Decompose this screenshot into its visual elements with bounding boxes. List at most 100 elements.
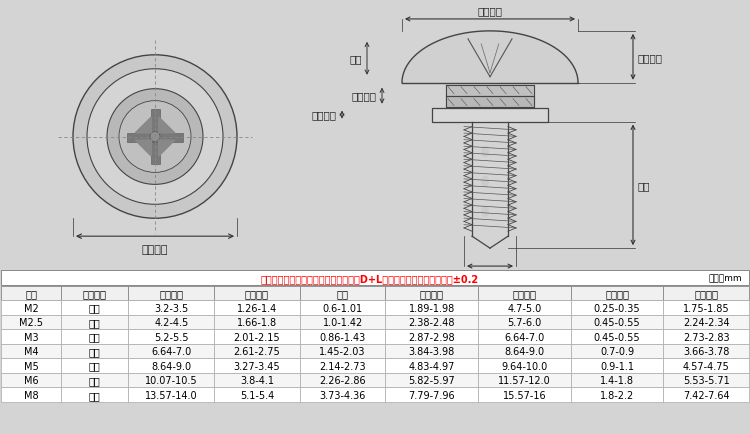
- Text: 3.73-4.36: 3.73-4.36: [320, 390, 366, 400]
- Bar: [571, 315, 663, 329]
- Bar: [128, 388, 214, 402]
- Circle shape: [73, 56, 237, 219]
- Bar: [478, 286, 571, 301]
- Text: 6.64-7.0: 6.64-7.0: [504, 332, 544, 342]
- Bar: [663, 344, 749, 358]
- Text: 0.9-1.1: 0.9-1.1: [600, 361, 634, 371]
- Text: 3.8-4.1: 3.8-4.1: [240, 375, 274, 385]
- Text: 洗白: 洗白: [89, 375, 101, 385]
- Polygon shape: [158, 118, 175, 134]
- Bar: [300, 286, 386, 301]
- Text: 3.27-3.45: 3.27-3.45: [233, 361, 280, 371]
- Text: 平垫厚度: 平垫厚度: [312, 110, 337, 120]
- Text: 9.64-10.0: 9.64-10.0: [501, 361, 548, 371]
- Bar: [128, 286, 214, 301]
- Polygon shape: [135, 118, 152, 134]
- Bar: [214, 344, 300, 358]
- Bar: [128, 301, 214, 315]
- Bar: [478, 358, 571, 373]
- Polygon shape: [158, 141, 175, 157]
- Text: 头部厚度: 头部厚度: [638, 53, 663, 62]
- Text: 11.57-12.0: 11.57-12.0: [498, 375, 550, 385]
- Text: M2.5: M2.5: [19, 317, 43, 327]
- Bar: [571, 329, 663, 344]
- Bar: [432, 108, 548, 122]
- Text: 8.64-9.0: 8.64-9.0: [152, 361, 191, 371]
- Bar: [1, 358, 62, 373]
- Bar: [663, 373, 749, 388]
- Bar: [478, 315, 571, 329]
- Circle shape: [87, 69, 223, 205]
- Text: 头部直径: 头部直径: [478, 6, 502, 16]
- Text: 5.7-6.0: 5.7-6.0: [507, 317, 542, 327]
- Text: 2.24-2.34: 2.24-2.34: [682, 317, 730, 327]
- Text: 表面处理: 表面处理: [82, 288, 106, 298]
- Circle shape: [150, 132, 160, 142]
- Bar: [1, 344, 62, 358]
- Text: 单位：mm: 单位：mm: [708, 273, 742, 283]
- Text: 1.66-1.8: 1.66-1.8: [237, 317, 277, 327]
- Bar: [478, 373, 571, 388]
- Polygon shape: [446, 96, 534, 107]
- Bar: [62, 286, 128, 301]
- Bar: [663, 315, 749, 329]
- Text: 洗白: 洗白: [89, 303, 101, 313]
- Bar: [62, 315, 128, 329]
- Bar: [386, 358, 478, 373]
- Bar: [663, 286, 749, 301]
- Text: 5.1-5.4: 5.1-5.4: [240, 390, 274, 400]
- Text: 1.75-1.85: 1.75-1.85: [682, 303, 730, 313]
- Text: 平垫外径: 平垫外径: [512, 288, 536, 298]
- Text: 平垫内经: 平垫内经: [694, 288, 718, 298]
- Bar: [62, 344, 128, 358]
- Bar: [214, 329, 300, 344]
- Polygon shape: [446, 85, 534, 96]
- Text: 洗白: 洗白: [89, 332, 101, 342]
- Text: 0.25-0.35: 0.25-0.35: [594, 303, 640, 313]
- Text: 6.64-7.0: 6.64-7.0: [151, 346, 191, 356]
- Text: 4.7-5.0: 4.7-5.0: [507, 303, 542, 313]
- Bar: [571, 388, 663, 402]
- Ellipse shape: [481, 176, 489, 188]
- Text: 2.26-2.86: 2.26-2.86: [320, 375, 366, 385]
- Text: 2.14-2.73: 2.14-2.73: [320, 361, 366, 371]
- Bar: [300, 315, 386, 329]
- Text: 弹垫厚度: 弹垫厚度: [352, 92, 377, 102]
- Bar: [214, 315, 300, 329]
- Text: 13.57-14.0: 13.57-14.0: [145, 390, 197, 400]
- Text: 1.0-1.42: 1.0-1.42: [322, 317, 363, 327]
- Bar: [214, 301, 300, 315]
- Text: 2.61-2.75: 2.61-2.75: [233, 346, 280, 356]
- Text: 洗白: 洗白: [89, 361, 101, 371]
- Bar: [571, 344, 663, 358]
- Ellipse shape: [481, 146, 489, 158]
- Text: 4.57-4.75: 4.57-4.75: [682, 361, 730, 371]
- Text: 1.26-1.4: 1.26-1.4: [237, 303, 277, 313]
- Bar: [214, 286, 300, 301]
- Bar: [1, 329, 62, 344]
- Text: 长度: 长度: [638, 181, 650, 191]
- Text: 7.79-7.96: 7.79-7.96: [409, 390, 455, 400]
- Text: 3.84-3.98: 3.84-3.98: [409, 346, 454, 356]
- Polygon shape: [135, 141, 152, 157]
- Text: 3.66-3.78: 3.66-3.78: [683, 346, 729, 356]
- Text: 8.64-9.0: 8.64-9.0: [504, 346, 544, 356]
- Text: 2.38-2.48: 2.38-2.48: [409, 317, 455, 327]
- Bar: [1, 286, 62, 301]
- Bar: [571, 286, 663, 301]
- Bar: [386, 301, 478, 315]
- Bar: [478, 388, 571, 402]
- Bar: [478, 329, 571, 344]
- Bar: [62, 388, 128, 402]
- Bar: [128, 329, 214, 344]
- Text: 10.07-10.5: 10.07-10.5: [145, 375, 197, 385]
- Text: 0.7-0.9: 0.7-0.9: [600, 346, 634, 356]
- Text: 2.01-2.15: 2.01-2.15: [233, 332, 280, 342]
- Text: 4.2-4.5: 4.2-4.5: [154, 317, 188, 327]
- Bar: [1, 315, 62, 329]
- Text: 存在正负公差在意着慎拍，参考规格由D+L组合（不含头部）允许误差±0.2: 存在正负公差在意着慎拍，参考规格由D+L组合（不含头部）允许误差±0.2: [261, 273, 479, 283]
- Bar: [478, 344, 571, 358]
- Text: 平垫厚度: 平垫厚度: [605, 288, 629, 298]
- Text: 槽深: 槽深: [350, 54, 362, 64]
- Text: 0.86-1.43: 0.86-1.43: [320, 332, 366, 342]
